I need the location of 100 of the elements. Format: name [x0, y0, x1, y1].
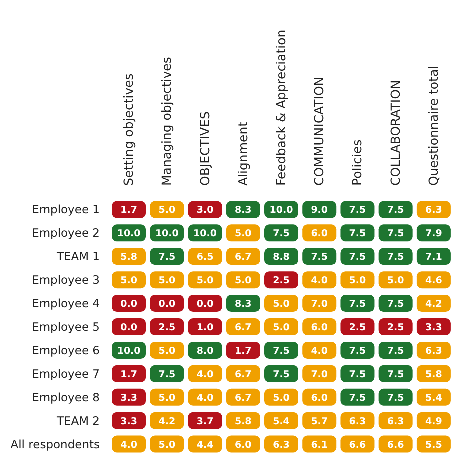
data-label: 7.5 — [349, 392, 366, 404]
x-tick-label: Alignment — [235, 122, 250, 186]
data-label: 7.5 — [349, 205, 366, 216]
data-label: 5.7 — [311, 416, 328, 428]
data-label: 1.7 — [234, 346, 252, 357]
data-label: 8.8 — [273, 252, 290, 264]
data-label: 4.6 — [426, 276, 443, 287]
x-tick-label: Questionnaire total — [426, 66, 441, 186]
data-label: 6.7 — [234, 369, 252, 380]
data-label: 2.5 — [273, 276, 290, 287]
data-label: 7.0 — [311, 299, 328, 310]
x-tick-label: OBJECTIVES — [197, 112, 212, 186]
data-label: 5.0 — [349, 276, 367, 287]
data-label: 7.5 — [349, 252, 366, 264]
data-label: 4.0 — [196, 392, 214, 404]
data-label: 4.2 — [426, 299, 442, 310]
data-label: 0.0 — [196, 299, 214, 310]
data-label: 5.0 — [234, 228, 252, 240]
data-label: 7.5 — [349, 346, 366, 357]
data-label: 6.7 — [234, 252, 252, 264]
data-label: 4.0 — [311, 346, 328, 357]
y-tick-label: TEAM 1 — [56, 250, 100, 264]
data-label: 5.8 — [234, 416, 252, 428]
data-label: 6.3 — [273, 440, 290, 451]
data-label: 3.0 — [196, 205, 214, 216]
data-label: 1.7 — [120, 205, 138, 216]
x-tick-label: COLLABORATION — [388, 80, 403, 186]
data-label: 7.5 — [158, 369, 176, 380]
data-label: 7.5 — [387, 252, 404, 264]
data-label: 6.3 — [426, 346, 442, 357]
data-label: 10.0 — [117, 346, 142, 357]
data-label: 6.6 — [387, 440, 405, 451]
data-label: 4.0 — [311, 276, 328, 287]
data-label: 5.0 — [158, 276, 176, 287]
data-label: 7.1 — [426, 252, 442, 264]
y-tick-label: Employee 3 — [32, 273, 100, 288]
data-label: 5.0 — [234, 276, 252, 287]
data-label: 1.0 — [196, 322, 214, 334]
data-label: 7.0 — [311, 369, 328, 380]
x-tick-label: Managing objectives — [159, 57, 174, 186]
data-label: 7.5 — [349, 299, 366, 310]
data-label: 7.5 — [387, 299, 404, 310]
data-label: 7.5 — [387, 205, 404, 216]
data-label: 9.0 — [311, 205, 328, 216]
data-label: 6.0 — [311, 322, 328, 334]
data-label: 6.3 — [349, 416, 366, 428]
data-label: 6.7 — [234, 392, 252, 404]
data-label: 5.5 — [426, 440, 442, 451]
x-tick-label: Feedback & Appreciation — [274, 30, 288, 186]
data-label: 5.0 — [120, 276, 138, 287]
data-label: 5.0 — [273, 322, 290, 334]
data-label: 6.3 — [387, 416, 404, 428]
data-label: 4.2 — [158, 416, 176, 428]
data-label: 7.5 — [311, 252, 328, 264]
y-tick-label: Employee 7 — [32, 366, 100, 381]
data-label: 3.7 — [196, 416, 214, 428]
data-label: 4.4 — [196, 440, 214, 451]
data-label: 0.0 — [120, 322, 138, 334]
data-label: 7.5 — [387, 346, 404, 357]
data-label: 5.0 — [158, 205, 176, 216]
data-label: 5.0 — [387, 276, 405, 287]
data-label: 2.5 — [387, 322, 404, 334]
data-label: 7.5 — [273, 346, 290, 357]
data-label: 10.0 — [194, 228, 218, 240]
y-tick-label: Employee 2 — [32, 226, 100, 240]
y-tick-label: Employee 6 — [32, 343, 100, 358]
data-label: 6.1 — [311, 440, 328, 451]
data-label: 8.0 — [196, 346, 214, 357]
data-label: 5.0 — [158, 440, 176, 451]
data-label: 2.5 — [158, 322, 176, 334]
data-label: 4.0 — [120, 440, 138, 451]
x-tick-label: Policies — [350, 140, 365, 186]
x-tick-label: COMMUNICATION — [312, 76, 327, 186]
data-label: 6.0 — [311, 392, 328, 404]
data-label: 10.0 — [270, 205, 294, 216]
y-tick-label: Employee 4 — [32, 296, 100, 311]
data-label: 0.0 — [158, 299, 176, 310]
data-label: 7.5 — [158, 252, 176, 264]
data-label: 7.5 — [387, 369, 404, 380]
data-label: 5.4 — [273, 416, 290, 428]
data-label: 3.3 — [120, 392, 138, 404]
y-tick-label: All respondents — [10, 437, 100, 452]
x-tick-label: Setting objectives — [121, 74, 136, 186]
data-label: 8.3 — [234, 299, 252, 310]
data-label: 7.9 — [426, 228, 442, 240]
y-tick-label: Employee 1 — [32, 202, 100, 217]
data-label: 5.0 — [273, 392, 290, 404]
data-label: 7.5 — [387, 228, 404, 240]
data-label: 5.8 — [426, 369, 443, 380]
data-label: 3.3 — [426, 322, 442, 334]
data-label: 6.3 — [426, 205, 442, 216]
data-label: 7.5 — [349, 369, 366, 380]
data-label: 7.5 — [349, 228, 366, 240]
data-label: 6.5 — [196, 252, 214, 264]
data-label: 7.5 — [273, 369, 290, 380]
data-label: 5.0 — [158, 346, 176, 357]
data-label: 8.3 — [234, 205, 252, 216]
data-label: 7.5 — [387, 392, 404, 404]
data-label: 6.7 — [234, 322, 252, 334]
data-label: 6.0 — [311, 228, 328, 240]
